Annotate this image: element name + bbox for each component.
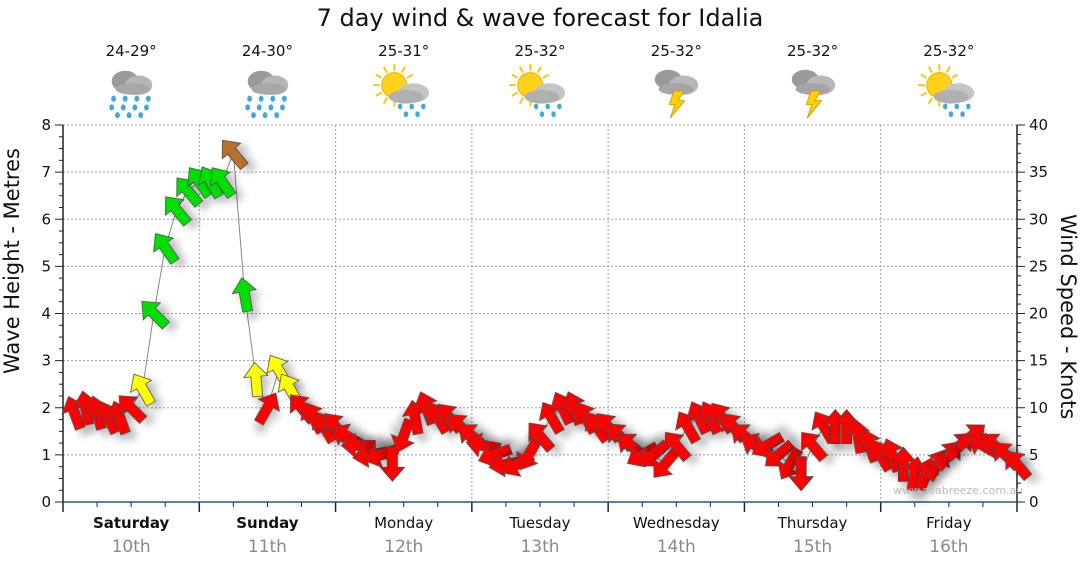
- day-forecast-friday: 25-32°: [889, 42, 1009, 120]
- x-tick-label-date: 12th: [384, 537, 424, 557]
- x-tick-label-date: 10th: [111, 537, 151, 557]
- day-forecast-tuesday: 25-32°: [480, 42, 600, 120]
- x-tick-label-date: 15th: [793, 537, 833, 557]
- temperature-range: 25-32°: [787, 42, 839, 60]
- day-forecast-thursday: 25-32°: [753, 42, 873, 120]
- wind-arrow: [231, 277, 257, 313]
- wind-arrow: [879, 438, 904, 474]
- x-tick-label-day: Thursday: [777, 514, 848, 532]
- y-tick-label: 6: [41, 210, 51, 228]
- watermark: www.seabreeze.com.au: [893, 484, 1024, 497]
- x-tick-label-day: Friday: [926, 514, 972, 532]
- y-axis-label-left: Wave Height - Metres: [0, 148, 24, 374]
- x-tick-label-date: 11th: [247, 537, 287, 557]
- y-axis-label-right: Wind Speed - Knots: [1056, 214, 1080, 420]
- day-forecast-wednesday: 25-32°: [616, 42, 736, 120]
- x-tick-label-day: Sunday: [236, 514, 299, 532]
- sun-shower-weather-icon: [917, 63, 974, 118]
- y-tick-label: 1: [41, 446, 51, 464]
- day-forecast-monday: 25-31°: [344, 42, 464, 120]
- rain-weather-icon: [245, 70, 289, 119]
- chart-title: 7 day wind & wave forecast for Idalia: [316, 4, 764, 32]
- day-forecast-sunday: 24-30°: [207, 42, 327, 120]
- x-tick-label-date: 14th: [656, 537, 696, 557]
- sun-shower-weather-icon: [372, 63, 429, 118]
- y2-tick-label: 35: [1029, 163, 1048, 181]
- y2-tick-label: 15: [1029, 352, 1048, 370]
- wind-arrow: [153, 233, 180, 265]
- temperature-range: 25-32°: [923, 42, 975, 60]
- y2-tick-label: 30: [1029, 210, 1048, 228]
- y2-tick-label: 5: [1029, 446, 1039, 464]
- temperature-range: 24-29°: [105, 42, 157, 60]
- wind-arrow: [390, 417, 415, 453]
- sun-shower-weather-icon: [509, 63, 566, 118]
- y-tick-label: 0: [41, 493, 51, 511]
- y-tick-label: 3: [41, 352, 51, 370]
- wind-arrow: [209, 167, 237, 199]
- wind-arrow: [118, 395, 148, 424]
- y-tick-label: 7: [41, 163, 51, 181]
- y-tick-label: 5: [41, 257, 51, 275]
- storm-weather-icon: [791, 69, 835, 119]
- storm-weather-icon: [655, 69, 699, 119]
- wind-arrow: [664, 431, 692, 463]
- y2-tick-label: 40: [1029, 116, 1048, 134]
- wind-arrow: [130, 373, 156, 407]
- y-tick-label: 4: [41, 305, 51, 323]
- x-tick-label-day: Tuesday: [509, 514, 571, 532]
- wind-arrow: [243, 361, 269, 398]
- x-tick-label-date: 16th: [929, 537, 969, 557]
- y2-tick-label: 10: [1029, 399, 1048, 417]
- temperature-range: 25-32°: [650, 42, 702, 60]
- wind-arrow: [801, 431, 828, 463]
- temperature-range: 25-31°: [378, 42, 430, 60]
- wind-arrow: [379, 446, 406, 482]
- x-tick-label-day: Saturday: [92, 514, 170, 532]
- y-tick-label: 2: [41, 399, 51, 417]
- x-tick-label-date: 13th: [520, 537, 560, 557]
- wind-arrow: [844, 418, 871, 455]
- temperature-range: 25-32°: [514, 42, 566, 60]
- day-forecast-saturday: 24-29°: [71, 42, 191, 120]
- wind-arrow: [788, 456, 815, 492]
- y2-tick-label: 25: [1029, 257, 1048, 275]
- wind-arrow: [254, 392, 280, 426]
- wind-arrow: [141, 301, 171, 330]
- x-tick-label-day: Monday: [374, 514, 434, 532]
- temperature-range: 24-30°: [241, 42, 293, 60]
- wind-arrow: [165, 196, 192, 227]
- wind-arrow: [528, 422, 556, 453]
- wind-arrow: [1005, 450, 1033, 482]
- rain-weather-icon: [109, 70, 153, 119]
- y-tick-label: 8: [41, 116, 51, 134]
- wind-arrow: [221, 139, 249, 171]
- y2-tick-label: 0: [1029, 493, 1039, 511]
- y2-tick-label: 20: [1029, 305, 1048, 323]
- x-tick-label-day: Wednesday: [632, 514, 720, 532]
